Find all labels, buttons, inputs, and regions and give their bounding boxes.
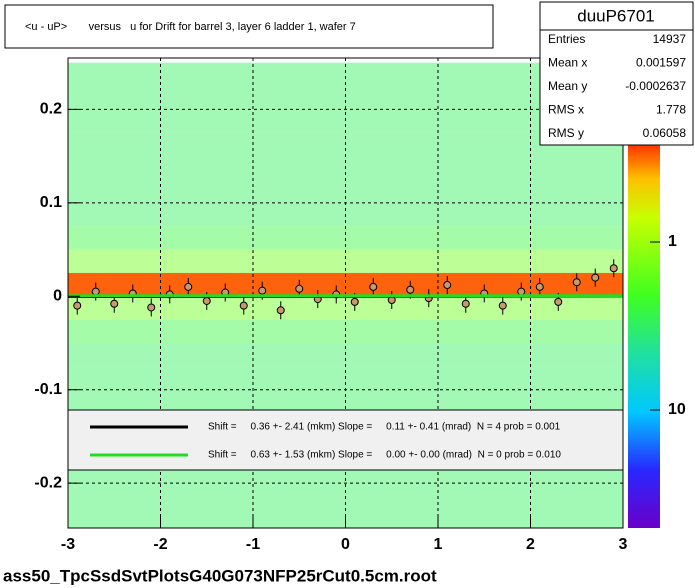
stats-label: RMS x	[548, 103, 584, 117]
profile-point	[147, 303, 156, 312]
heat-cell	[68, 319, 623, 343]
legend-label: Shift = 0.36 +- 2.41 (mkm) Slope = 0.11 …	[208, 422, 561, 433]
x-tick-label: 3	[619, 536, 628, 553]
profile-point	[110, 299, 119, 308]
profile-point	[591, 273, 600, 282]
profile-point	[461, 299, 470, 308]
profile-point	[554, 297, 563, 306]
profile-point	[239, 301, 248, 310]
x-tick-label: -3	[61, 536, 75, 553]
profile-point	[91, 287, 100, 296]
stats-value: 0.001597	[636, 56, 686, 70]
fit-lines	[67, 294, 624, 299]
profile-point	[443, 281, 452, 290]
heat-cell	[68, 86, 623, 110]
profile-point	[73, 301, 82, 310]
profile-point	[276, 306, 285, 315]
footer: ass50_TpcSsdSvtPlotsG40G073NFP25rCut0.5c…	[3, 566, 437, 585]
profile-point	[406, 285, 415, 294]
profile-point	[572, 278, 581, 287]
legend-label: Shift = 0.63 +- 1.53 (mkm) Slope = 0.00 …	[208, 450, 561, 461]
profile-point	[498, 301, 507, 310]
z-tick-label: 10	[668, 401, 686, 418]
stats-label: RMS y	[548, 126, 584, 140]
stats-value: 1.778	[656, 103, 686, 117]
heat-cell	[68, 483, 623, 507]
profile-point	[295, 284, 304, 293]
heat-cell	[68, 226, 623, 250]
stats-value: 14937	[653, 32, 687, 46]
x-tick-label: 0	[341, 536, 350, 553]
y-tick-label: 0.2	[40, 101, 62, 118]
profile-point	[535, 282, 544, 291]
stats-value: 0.06058	[643, 126, 687, 140]
profile-point	[369, 282, 378, 291]
stats-value: -0.0002637	[625, 79, 686, 93]
axes: -3 -2 -1 0 1 2 3 -0.2 -0.1 0 0.1 0.2 1 10	[34, 101, 685, 554]
x-tick-label: -1	[246, 536, 260, 553]
x-tick-label: 2	[526, 536, 535, 553]
chart-title: <u - uP> versus u for Drift for barrel 3…	[25, 21, 356, 33]
title-box	[4, 4, 494, 49]
color-bar	[628, 140, 660, 528]
y-tick-label: 0.1	[40, 194, 62, 211]
y-tick-label: 0	[53, 287, 62, 304]
stats-title: duuP6701	[577, 6, 655, 25]
z-tick-label: 1	[668, 233, 677, 250]
stats-rows: Entries 14937 Mean x 0.001597 Mean y -0.00026…	[548, 32, 686, 140]
stats-label: Mean x	[548, 56, 587, 70]
x-tick-label: -2	[153, 536, 167, 553]
stats-label: Mean y	[548, 79, 587, 93]
profile-point	[517, 287, 526, 296]
heat-cell	[68, 62, 623, 87]
legend: Shift = 0.36 +- 2.41 (mkm) Slope = 0.11 …	[90, 422, 561, 461]
stats-box	[539, 1, 694, 146]
heat-cell	[68, 249, 623, 273]
stats-label: Entries	[548, 32, 585, 46]
legend-box	[67, 409, 624, 471]
profile-point	[350, 297, 359, 306]
profile-point	[202, 296, 211, 305]
heat-cell	[68, 109, 623, 133]
y-tick-label: -0.2	[34, 474, 62, 491]
profile-point	[184, 282, 193, 291]
profile-point	[609, 264, 618, 273]
profile-point	[258, 286, 267, 295]
x-tick-label: 1	[434, 536, 443, 553]
y-tick-label: -0.1	[34, 381, 62, 398]
